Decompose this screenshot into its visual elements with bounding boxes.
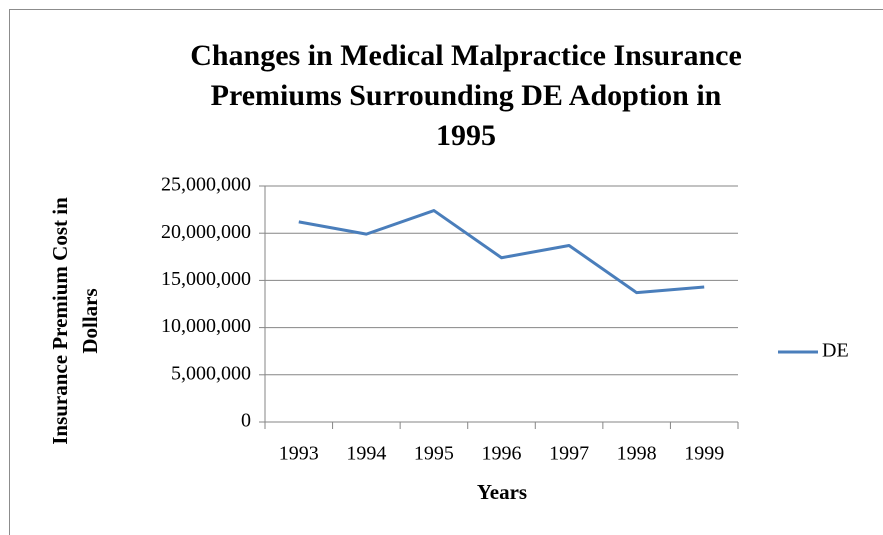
y-tick-label: 5,000,000: [171, 362, 251, 384]
y-tick-label: 20,000,000: [161, 221, 251, 243]
legend-label: DE: [822, 340, 849, 362]
y-tick-label: 15,000,000: [161, 268, 251, 290]
x-tick-label: 1998: [617, 443, 657, 465]
chart-title: 1995: [436, 119, 496, 152]
x-tick-label: 1995: [414, 443, 454, 465]
chart-title: Premiums Surrounding DE Adoption in: [211, 79, 722, 112]
x-tick-label: 1994: [346, 443, 386, 465]
y-axis-title: Insurance Premium Cost in: [48, 197, 72, 445]
y-tick-label: 25,000,000: [161, 174, 251, 196]
x-axis-title: Years: [477, 480, 527, 504]
x-tick-label: 1997: [549, 443, 589, 465]
chart-frame: [9, 9, 883, 535]
data-line: [298, 209, 705, 295]
y-axis-title: Dollars: [78, 288, 102, 353]
y-tick-label: 10,000,000: [161, 315, 251, 337]
y-tick-label: 0: [241, 410, 251, 432]
x-tick-label: 1993: [279, 443, 319, 465]
chart-title: Changes in Medical Malpractice Insurance: [190, 39, 742, 72]
x-tick-label: 1999: [684, 443, 724, 465]
x-tick-label: 1996: [482, 443, 522, 465]
